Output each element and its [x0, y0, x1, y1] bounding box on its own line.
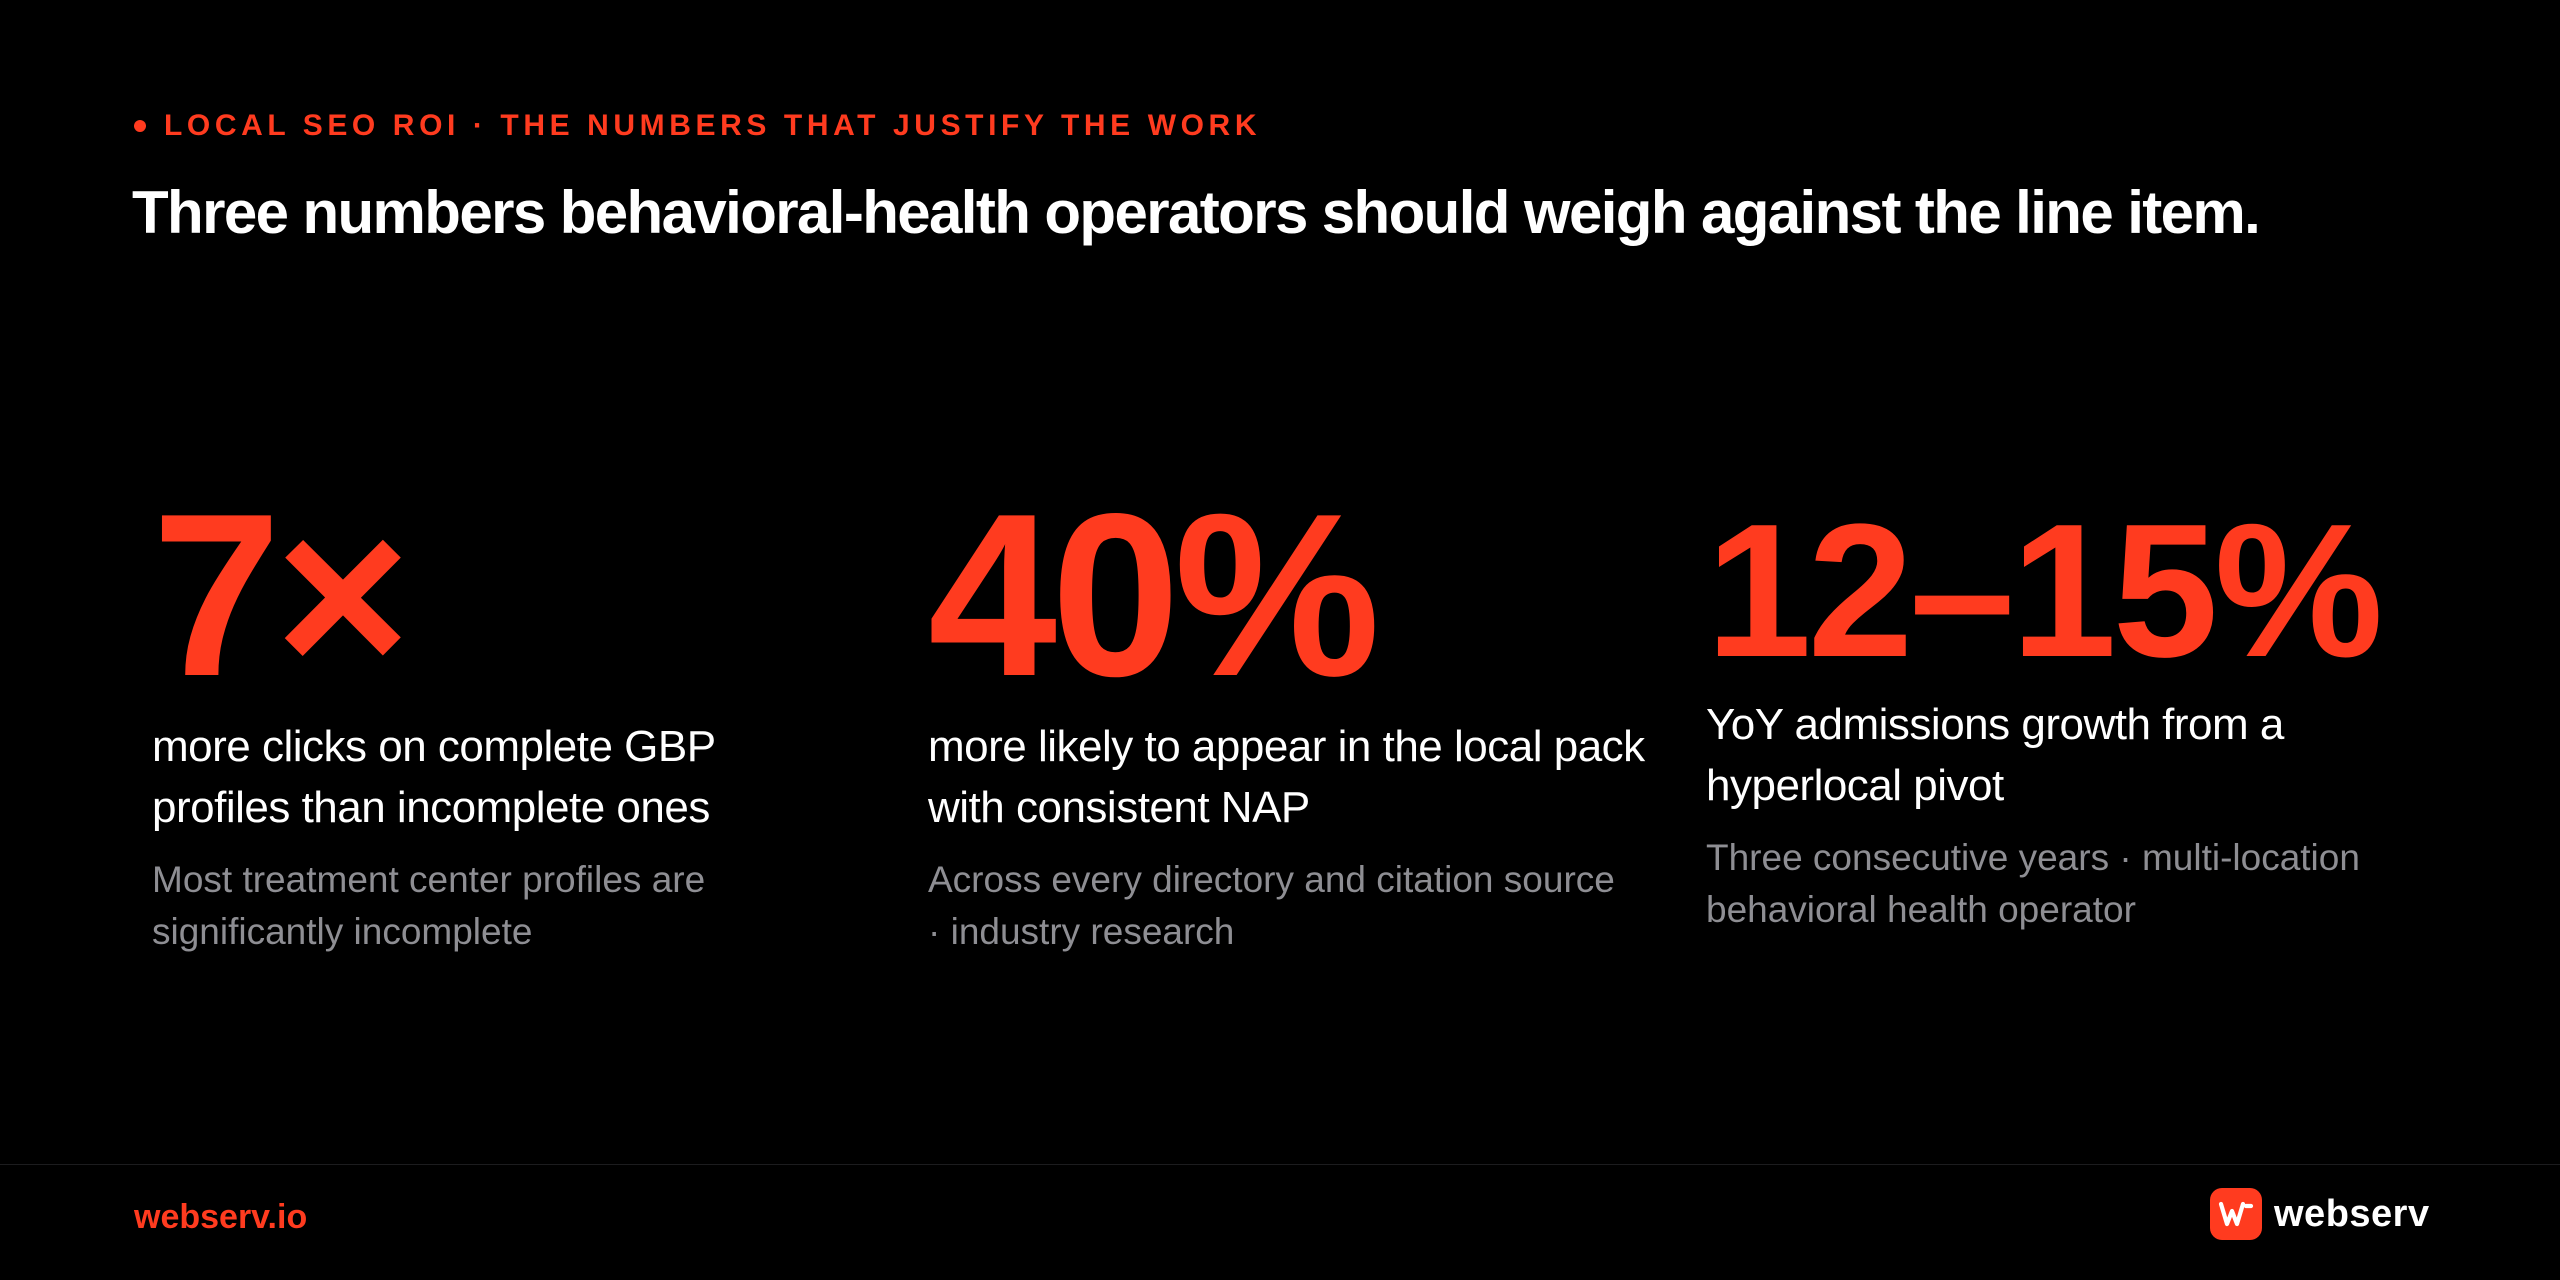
eyebrow: LOCAL SEO ROI · THE NUMBERS THAT JUSTIFY… [134, 106, 1261, 146]
bullet-dot-icon [134, 120, 146, 132]
stat-card: 12–15% YoY admissions growth from a hype… [1706, 496, 2426, 936]
stat-description: more clicks on complete GBP profiles tha… [152, 722, 715, 832]
stat-description: YoY admissions growth from a hyperlocal … [1706, 700, 2284, 810]
stat-value: 12–15% [1706, 485, 2383, 697]
stat-footnote: Most treatment center profiles are signi… [152, 859, 706, 952]
brand-name: webserv [2274, 1193, 2430, 1235]
stat-value: 7× [152, 466, 411, 725]
stat-footnote: Across every directory and citation sour… [928, 859, 1615, 952]
footer-divider [0, 1164, 2560, 1165]
stat-value: 40% [928, 466, 1380, 725]
stat-card: 7× more clicks on complete GBP profiles … [152, 480, 872, 958]
webserv-logo-icon [2210, 1188, 2262, 1240]
webserv-logo-glyph [2218, 1201, 2254, 1227]
stat-description: more likely to appear in the local pack … [928, 722, 1645, 832]
brand-logo: webserv [2210, 1188, 2430, 1240]
page-headline: Three numbers behavioral-health operator… [132, 179, 2261, 246]
eyebrow-label: LOCAL SEO ROI · THE NUMBERS THAT JUSTIFY… [164, 109, 1262, 142]
stat-footnote: Three consecutive years · multi-location… [1706, 837, 2360, 930]
footer-url-link[interactable]: webserv.io [134, 1198, 308, 1236]
stat-card: 40% more likely to appear in the local p… [928, 480, 1648, 958]
